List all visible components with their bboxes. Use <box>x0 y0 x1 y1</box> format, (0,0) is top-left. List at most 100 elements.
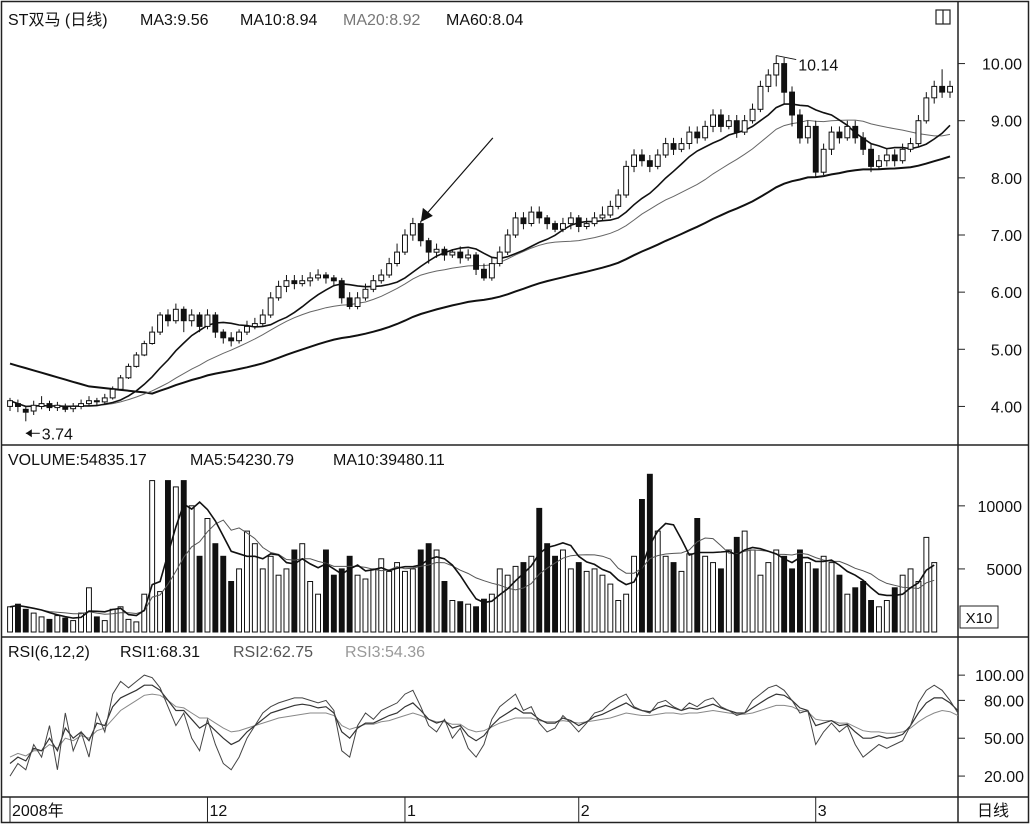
volume-bar-up <box>315 593 322 633</box>
candlestick <box>109 386 116 400</box>
volume-bar-down <box>93 616 100 633</box>
candle-body-down <box>860 137 867 150</box>
ma20-line <box>9 119 951 407</box>
candlestick <box>338 277 345 304</box>
volume-bar-up <box>915 581 922 633</box>
candle-body-up <box>907 143 914 150</box>
rsi3-label: RSI3:54.36 <box>345 644 425 661</box>
candle-body-up <box>599 214 606 219</box>
candle-body-up <box>757 85 764 110</box>
candlestick <box>868 143 874 173</box>
candlestick <box>907 137 914 153</box>
candle-body-up <box>299 280 306 285</box>
candle-body-up <box>354 297 361 307</box>
candlestick <box>631 149 637 173</box>
candlestick <box>330 275 337 287</box>
candle-body-down <box>291 280 298 285</box>
volume-bar-down <box>481 598 487 633</box>
candlestick <box>844 120 851 141</box>
candlestick <box>433 243 440 258</box>
candle-body-up <box>591 217 598 225</box>
price-panel: 4.00 5.00 6.00 7.00 8.00 9.00 10.00 10.14 3.74 <box>7 55 1022 443</box>
candle-body-down <box>196 314 203 327</box>
volume-bar-up <box>267 555 274 633</box>
volume-bar-up <box>204 518 211 633</box>
candle-body-up <box>362 288 369 299</box>
candle-body-up <box>828 131 835 150</box>
rsi2-line <box>9 684 959 764</box>
candle-body-up <box>78 403 84 408</box>
volume-bar-up <box>899 574 906 633</box>
candle-body-up <box>741 120 748 133</box>
volume-bar-down <box>346 555 353 633</box>
volume-bar-up <box>275 574 282 633</box>
volume-bar-up <box>757 574 764 633</box>
price-title: ST双马 (日线) <box>8 11 108 29</box>
price-tick-label: 4.00 <box>991 399 1022 416</box>
x-tick-label: 3 <box>818 803 827 820</box>
maximize-icon[interactable] <box>935 9 951 25</box>
candle-body-up <box>259 314 266 325</box>
candlestick <box>654 149 661 170</box>
candlestick <box>552 220 558 233</box>
candle-body-up <box>117 377 124 390</box>
candle-body-up <box>488 263 495 279</box>
candlestick <box>46 400 53 411</box>
candle-body-up <box>749 108 756 122</box>
volume-bar-down <box>417 549 424 633</box>
candlestick <box>899 143 906 164</box>
volume-bar-down <box>575 562 582 633</box>
volume-bar-up <box>488 593 495 633</box>
volume-bar-down <box>646 473 653 633</box>
rsi-tick-label: 80.00 <box>984 693 1024 710</box>
candlestick <box>54 401 61 411</box>
volume-bar-up <box>402 570 408 633</box>
candlestick <box>425 237 432 264</box>
candlestick <box>496 246 503 267</box>
volume-bar-up <box>78 612 84 633</box>
volume-bar-up <box>259 568 266 633</box>
volume-bar-down <box>836 574 843 633</box>
candlestick <box>251 317 258 330</box>
candlestick <box>441 246 448 261</box>
candlestick <box>22 406 29 422</box>
candlestick <box>283 275 290 293</box>
volume-bar-up <box>378 558 385 633</box>
candlestick <box>275 280 282 301</box>
volume-bar-up <box>141 593 148 633</box>
candlestick <box>220 329 227 344</box>
candlestick <box>749 103 756 124</box>
candle-body-down <box>797 114 803 139</box>
candle-body-down <box>473 254 480 270</box>
candle-body-up <box>172 308 179 322</box>
volume-bar-up <box>38 616 45 633</box>
volume-bar-down <box>196 555 203 633</box>
candle-body-up <box>70 405 77 410</box>
candlestick <box>804 120 811 144</box>
candle-body-up <box>283 280 290 287</box>
candle-body-down <box>228 337 235 342</box>
candle-body-up <box>449 251 456 256</box>
candlestick <box>307 272 314 287</box>
annotation-arrow-head <box>420 207 433 222</box>
candlestick <box>575 215 582 233</box>
candlestick <box>244 320 250 335</box>
ma10-line <box>9 103 951 408</box>
volume-panel: 5000 10000 <box>7 473 1022 633</box>
volume-bar-down <box>228 581 235 633</box>
volume-bar-down <box>22 608 29 633</box>
volume-bar-up <box>804 562 811 633</box>
candlestick <box>544 215 551 230</box>
candlestick <box>520 212 527 230</box>
volume-bar-up <box>70 620 77 633</box>
volume-bar-up <box>662 555 669 633</box>
candle-body-up <box>315 274 322 279</box>
candle-body-up <box>678 143 685 150</box>
volume-bar-up <box>512 565 519 633</box>
candle-body-down <box>836 131 843 139</box>
candlestick <box>93 397 100 406</box>
volume-bar-up <box>236 568 243 633</box>
candle-body-down <box>62 405 69 410</box>
low-price-label: 3.74 <box>42 426 73 443</box>
